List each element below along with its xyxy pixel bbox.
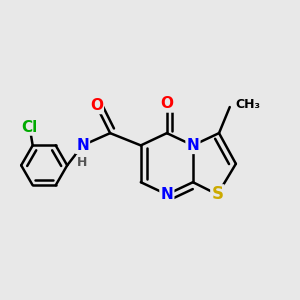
Text: O: O <box>90 98 103 113</box>
Text: N: N <box>160 187 173 202</box>
Text: H: H <box>77 156 88 169</box>
Text: CH₃: CH₃ <box>235 98 260 111</box>
Text: N: N <box>76 138 89 153</box>
Text: S: S <box>212 185 224 203</box>
Text: Cl: Cl <box>22 119 38 134</box>
Text: O: O <box>160 97 173 112</box>
Text: N: N <box>187 138 199 153</box>
